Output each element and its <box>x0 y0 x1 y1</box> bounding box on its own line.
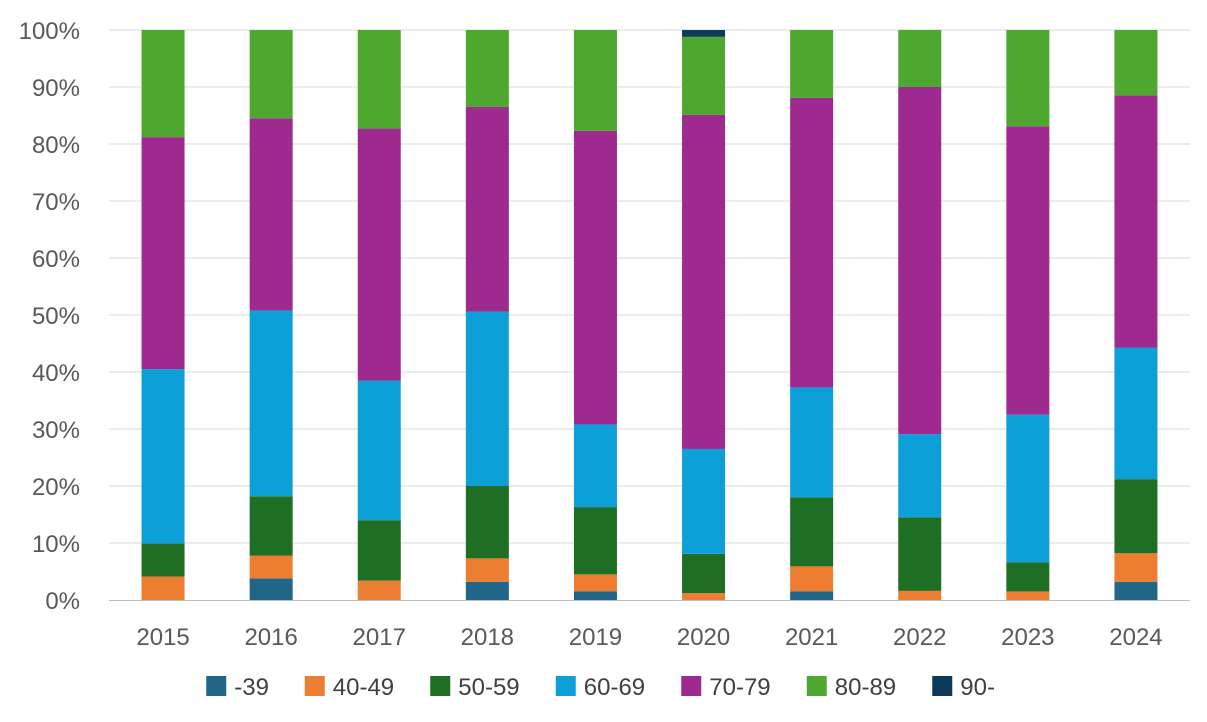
y-tick-label: 30% <box>32 417 80 444</box>
legend: -39 40-49 50-59 60-69 70-79 80-89 90- <box>206 674 995 701</box>
bar-segment-90-2020 <box>682 30 726 37</box>
bar-segment-7079-2020 <box>682 114 726 449</box>
bar-segment-5059-2024 <box>1114 479 1158 554</box>
bars <box>141 30 1158 600</box>
legend-label: -39 <box>234 674 269 701</box>
bar-segment-4049-2022 <box>898 590 942 600</box>
bar-segment-6069-2017 <box>357 380 401 521</box>
bar-segment-39-2019 <box>573 591 617 600</box>
bar-segment-7079-2017 <box>357 128 401 381</box>
legend-swatch <box>681 676 702 696</box>
bar-segment-7079-2018 <box>465 106 509 312</box>
y-axis-ticks: 0% 10% 20% 30% 40% 50% 60% 70% 80% 90% 100% <box>19 18 80 615</box>
legend-label: 40-49 <box>333 674 394 701</box>
bar-segment-39-2016 <box>249 578 293 600</box>
legend-label: 50-59 <box>458 674 519 701</box>
bar-segment-8089-2015 <box>141 30 185 138</box>
legend-label: 90- <box>960 674 995 701</box>
bar-segment-6069-2016 <box>249 310 293 497</box>
bar-segment-5059-2018 <box>465 486 509 559</box>
bar-segment-7079-2016 <box>249 118 293 311</box>
bar-segment-4049-2020 <box>682 593 726 600</box>
bar-segment-6069-2021 <box>790 387 834 498</box>
legend-swatch <box>932 676 953 696</box>
bar-segment-6069-2020 <box>682 448 726 554</box>
bar-segment-6069-2023 <box>1006 414 1050 563</box>
bar-segment-8089-2016 <box>249 30 293 119</box>
bar-segment-4049-2015 <box>141 576 185 600</box>
bar-segment-4049-2017 <box>357 580 401 600</box>
bar-segment-6069-2018 <box>465 311 509 486</box>
bar-segment-4049-2024 <box>1114 553 1158 582</box>
bar-segment-7079-2023 <box>1006 126 1050 415</box>
bar-segment-8089-2023 <box>1006 30 1050 127</box>
x-tick-label: 2019 <box>569 624 622 651</box>
bar-segment-5059-2021 <box>790 497 834 567</box>
x-tick-label: 2018 <box>461 624 514 651</box>
y-tick-label: 60% <box>32 246 80 273</box>
y-tick-label: 40% <box>32 360 80 387</box>
bar-segment-5059-2016 <box>249 496 293 556</box>
y-tick-label: 50% <box>32 303 80 330</box>
bar-segment-8089-2018 <box>465 30 509 107</box>
bar-segment-7079-2019 <box>573 130 617 425</box>
bar-segment-7079-2015 <box>141 137 185 370</box>
bar-segment-39-2024 <box>1114 581 1158 600</box>
y-tick-label: 80% <box>32 132 80 159</box>
bar-segment-6069-2024 <box>1114 347 1158 480</box>
bar-segment-7079-2024 <box>1114 95 1158 348</box>
bar-segment-7079-2022 <box>898 87 942 435</box>
bar-segment-5059-2020 <box>682 553 726 594</box>
legend-swatch <box>806 676 827 696</box>
legend-label: 80-89 <box>835 674 896 701</box>
bar-segment-4049-2016 <box>249 555 293 579</box>
bar-segment-39-2018 <box>465 581 509 600</box>
x-tick-label: 2023 <box>1001 624 1054 651</box>
legend-label: 70-79 <box>709 674 770 701</box>
y-tick-label: 10% <box>32 531 80 558</box>
legend-swatch <box>555 676 576 696</box>
bar-segment-5059-2023 <box>1006 562 1050 592</box>
x-axis-ticks: 2015 2016 2017 2018 2019 2020 2021 2022 2023 2024 <box>136 624 1162 651</box>
bar-segment-4049-2021 <box>790 566 834 592</box>
bar-segment-5059-2019 <box>573 507 617 575</box>
bar-segment-8089-2022 <box>898 30 942 87</box>
bar-segment-4049-2019 <box>573 574 617 592</box>
bar-segment-8089-2024 <box>1114 30 1158 96</box>
x-tick-label: 2016 <box>244 624 297 651</box>
bar-segment-7079-2021 <box>790 97 834 388</box>
legend-swatch <box>206 676 227 696</box>
x-tick-label: 2017 <box>353 624 406 651</box>
bar-segment-4049-2018 <box>465 558 509 582</box>
bar-segment-8089-2021 <box>790 30 834 98</box>
legend-label: 60-69 <box>584 674 645 701</box>
x-tick-label: 2015 <box>136 624 189 651</box>
bar-segment-8089-2017 <box>357 30 401 129</box>
y-tick-label: 90% <box>32 75 80 102</box>
bar-segment-39-2021 <box>790 591 834 600</box>
y-tick-label: 0% <box>45 588 80 615</box>
y-tick-label: 20% <box>32 474 80 501</box>
bar-segment-6069-2019 <box>573 424 617 508</box>
bar-segment-5059-2017 <box>357 520 401 581</box>
bar-segment-5059-2015 <box>141 543 185 577</box>
bar-segment-8089-2019 <box>573 30 617 131</box>
bar-segment-5059-2022 <box>898 517 942 591</box>
bar-segment-6069-2022 <box>898 434 942 518</box>
x-tick-label: 2021 <box>785 624 838 651</box>
bar-segment-6069-2015 <box>141 369 185 544</box>
legend-swatch <box>430 676 451 696</box>
bar-segment-4049-2023 <box>1006 591 1050 600</box>
legend-swatch <box>304 676 325 696</box>
x-tick-label: 2020 <box>677 624 730 651</box>
x-tick-label: 2024 <box>1109 624 1162 651</box>
y-tick-label: 100% <box>19 18 80 45</box>
bar-segment-8089-2020 <box>682 36 726 115</box>
y-tick-label: 70% <box>32 189 80 216</box>
x-tick-label: 2022 <box>893 624 946 651</box>
